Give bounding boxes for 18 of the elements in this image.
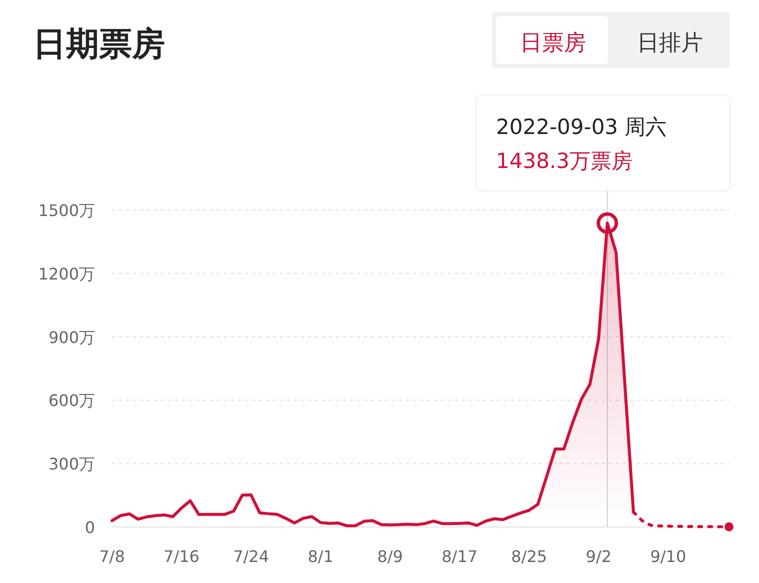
tooltip: 2022-09-03 周六 1438.3万票房 <box>476 94 730 192</box>
y-tick-label: 600万 <box>48 391 95 410</box>
x-tick-label: 7/8 <box>99 547 125 566</box>
y-tick-label: 300万 <box>48 454 95 474</box>
chart-title: 日期票房 <box>33 24 165 63</box>
x-tick-label: 8/17 <box>442 547 478 566</box>
x-tick-label: 8/9 <box>377 547 403 566</box>
y-tick-label: 0 <box>84 518 95 537</box>
y-tick-label: 900万 <box>48 328 95 347</box>
x-tick-label: 7/24 <box>233 547 270 566</box>
y-tick-label: 1200万 <box>38 264 95 284</box>
y-tick-label: 1500万 <box>38 201 95 220</box>
tab-switch: 日票房 日排片 <box>492 12 730 68</box>
x-tick-label: 9/10 <box>650 547 686 566</box>
x-tick-label: 7/16 <box>164 547 200 566</box>
x-tick-label: 8/1 <box>308 547 334 566</box>
x-tick-label: 8/25 <box>511 547 548 566</box>
x-tick-label: 9/2 <box>586 547 612 566</box>
